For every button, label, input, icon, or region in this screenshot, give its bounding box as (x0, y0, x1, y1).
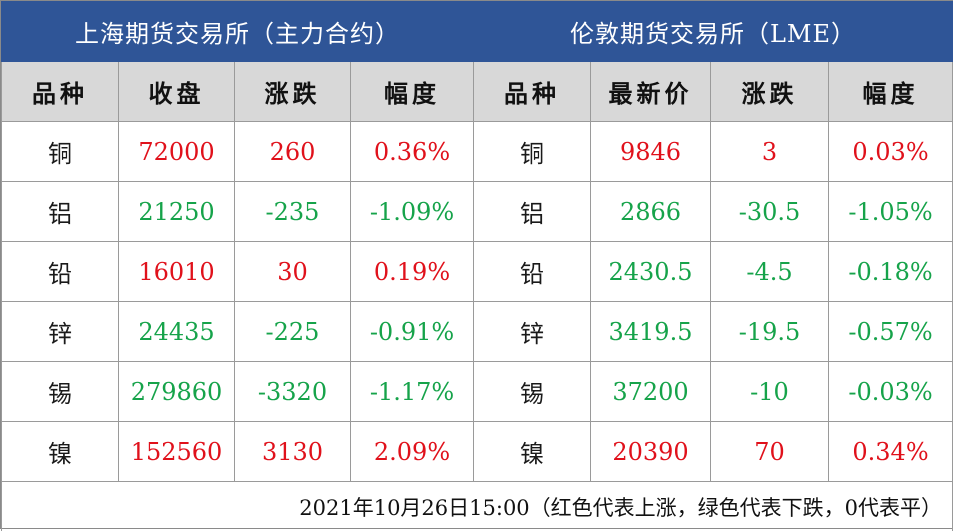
shfe-change: -3320 (235, 362, 351, 422)
lme-header-name: 品种 (474, 62, 591, 122)
lme-change: -30.5 (711, 182, 829, 242)
shfe-metal-name: 铅 (2, 242, 119, 302)
lme-pct: 0.03% (829, 122, 953, 182)
lme-change: -19.5 (711, 302, 829, 362)
shfe-header-price: 收盘 (119, 62, 235, 122)
shfe-price: 24435 (119, 302, 235, 362)
lme-change: -4.5 (711, 242, 829, 302)
lme-price: 20390 (591, 422, 711, 482)
lme-price: 2430.5 (591, 242, 711, 302)
shfe-change: -235 (235, 182, 351, 242)
lme-header-change: 涨跌 (711, 62, 829, 122)
lme-header-pct: 幅度 (829, 62, 953, 122)
lme-metal-name: 铜 (474, 122, 591, 182)
shfe-pct: -1.09% (351, 182, 474, 242)
shfe-change: 3130 (235, 422, 351, 482)
shfe-pct: 2.09% (351, 422, 474, 482)
lme-change: -10 (711, 362, 829, 422)
shfe-metal-name: 铝 (2, 182, 119, 242)
footer-row: 2021年10月26日15:00（红色代表上涨，绿色代表下跌，0代表平） (2, 482, 953, 531)
shfe-pct: -0.91% (351, 302, 474, 362)
table-row: 锌 24435 -225 -0.91% 锌 3419.5 -19.5 -0.57… (2, 302, 953, 362)
shfe-change: 30 (235, 242, 351, 302)
lme-metal-name: 锌 (474, 302, 591, 362)
table-row: 镍 152560 3130 2.09% 镍 20390 70 0.34% (2, 422, 953, 482)
shfe-metal-name: 镍 (2, 422, 119, 482)
shfe-price: 16010 (119, 242, 235, 302)
shfe-title: 上海期货交易所（主力合约） (2, 2, 474, 62)
lme-change: 3 (711, 122, 829, 182)
shfe-price: 21250 (119, 182, 235, 242)
shfe-metal-name: 锌 (2, 302, 119, 362)
header-row: 品种 收盘 涨跌 幅度 品种 最新价 涨跌 幅度 (2, 62, 953, 122)
footer-note: 2021年10月26日15:00（红色代表上涨，绿色代表下跌，0代表平） (2, 482, 953, 531)
shfe-price: 152560 (119, 422, 235, 482)
lme-pct: -0.57% (829, 302, 953, 362)
shfe-header-pct: 幅度 (351, 62, 474, 122)
shfe-change: 260 (235, 122, 351, 182)
lme-price: 37200 (591, 362, 711, 422)
lme-metal-name: 锡 (474, 362, 591, 422)
shfe-price: 72000 (119, 122, 235, 182)
lme-price: 2866 (591, 182, 711, 242)
shfe-metal-name: 锡 (2, 362, 119, 422)
shfe-price: 279860 (119, 362, 235, 422)
lme-metal-name: 镍 (474, 422, 591, 482)
shfe-pct: -1.17% (351, 362, 474, 422)
lme-pct: -0.03% (829, 362, 953, 422)
table-row: 铝 21250 -235 -1.09% 铝 2866 -30.5 -1.05% (2, 182, 953, 242)
title-row: 上海期货交易所（主力合约） 伦敦期货交易所（LME） (2, 2, 953, 62)
lme-metal-name: 铅 (474, 242, 591, 302)
lme-pct: -0.18% (829, 242, 953, 302)
lme-title: 伦敦期货交易所（LME） (474, 2, 953, 62)
lme-change: 70 (711, 422, 829, 482)
shfe-pct: 0.36% (351, 122, 474, 182)
lme-price: 3419.5 (591, 302, 711, 362)
table-row: 锡 279860 -3320 -1.17% 锡 37200 -10 -0.03% (2, 362, 953, 422)
shfe-pct: 0.19% (351, 242, 474, 302)
table-row: 铜 72000 260 0.36% 铜 9846 3 0.03% (2, 122, 953, 182)
lme-metal-name: 铝 (474, 182, 591, 242)
lme-pct: -1.05% (829, 182, 953, 242)
lme-header-price: 最新价 (591, 62, 711, 122)
shfe-metal-name: 铜 (2, 122, 119, 182)
shfe-header-change: 涨跌 (235, 62, 351, 122)
shfe-header-name: 品种 (2, 62, 119, 122)
lme-pct: 0.34% (829, 422, 953, 482)
shfe-change: -225 (235, 302, 351, 362)
table-row: 铅 16010 30 0.19% 铅 2430.5 -4.5 -0.18% (2, 242, 953, 302)
lme-price: 9846 (591, 122, 711, 182)
